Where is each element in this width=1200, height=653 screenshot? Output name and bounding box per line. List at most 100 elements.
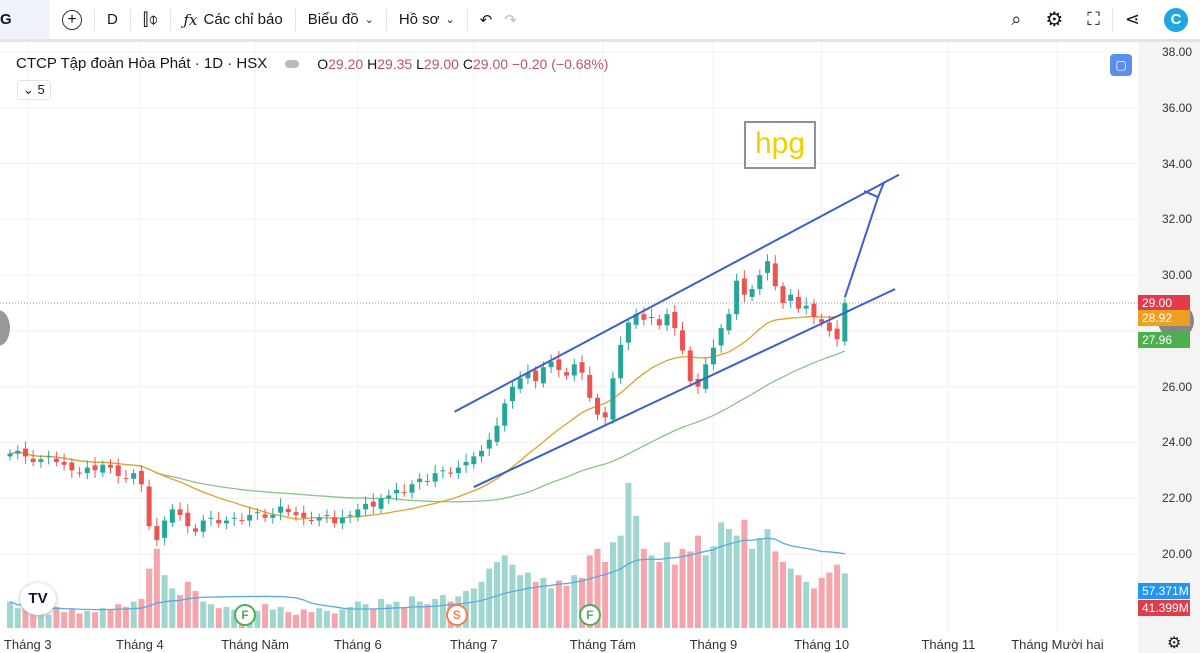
candle [401, 492, 407, 494]
candles-icon: ⫿⌽ [142, 9, 159, 29]
volume-bar [749, 548, 756, 628]
candle [324, 514, 330, 516]
candle [486, 439, 492, 449]
volume-bar [92, 612, 99, 628]
candle [262, 514, 268, 518]
volume-bar [517, 575, 524, 628]
price-tick: 30.00 [1161, 268, 1192, 283]
time-tick: Tháng Mười hai [1011, 637, 1104, 652]
redo-button[interactable]: ↷ [504, 0, 517, 39]
candle [533, 370, 539, 382]
candle [448, 472, 454, 474]
candle [734, 280, 740, 315]
fx-icon: ƒx [183, 10, 198, 29]
indicators-button[interactable]: ƒx Các chỉ báo [171, 0, 294, 39]
candle [100, 464, 106, 473]
profile-menu[interactable]: Hồ sơ ⌄ [387, 0, 467, 39]
share-button[interactable]: ⋖ [1113, 0, 1152, 39]
volume-bar [625, 482, 632, 628]
arrow-line [843, 196, 880, 298]
volume-bar [764, 529, 771, 628]
scroll-left-button[interactable] [0, 310, 10, 346]
object-tree-button[interactable]: ▢ [1110, 54, 1132, 76]
candle [363, 503, 369, 510]
candle [564, 372, 570, 376]
candle [803, 305, 809, 309]
fullscreen-icon: ⛶ [1087, 9, 1100, 29]
chart-menu[interactable]: Biểu đồ ⌄ [296, 0, 386, 39]
candle [61, 461, 67, 465]
volume-bar [679, 548, 686, 628]
volume-bar [741, 519, 748, 628]
axis-settings-icon[interactable]: ⚙ [1167, 635, 1182, 652]
candle [656, 319, 662, 326]
settings-button[interactable]: ⚙ [1033, 0, 1075, 39]
candle [208, 517, 214, 519]
volume-bar [169, 588, 176, 628]
volume-bar [53, 606, 60, 628]
price-tick: 34.00 [1161, 156, 1192, 171]
volume-bar [347, 606, 354, 628]
candle [185, 512, 191, 527]
candle [479, 450, 485, 457]
price-chart[interactable] [0, 42, 1138, 653]
candle [84, 467, 90, 474]
indicator-toggle[interactable]: ⌄ 5 [17, 80, 51, 100]
profile-menu-label: Hồ sơ [398, 11, 440, 28]
volume-bar [841, 573, 848, 628]
chart-type-button[interactable]: ⫿⌽ [131, 0, 171, 39]
hide-legend-icon[interactable] [285, 59, 300, 68]
volume-bar [285, 612, 292, 628]
volume-bar [370, 608, 377, 628]
volume-bar [146, 568, 153, 628]
candle [115, 465, 121, 476]
volume-bar [548, 588, 555, 628]
candle [301, 512, 307, 518]
candle [7, 453, 13, 457]
undo-button[interactable]: ↶ [468, 0, 505, 39]
volume-bar [223, 606, 230, 628]
event-marker[interactable]: F [578, 604, 601, 626]
price-badge-vol_ma: 57.371M [1138, 583, 1190, 599]
price-tick: 38.00 [1161, 45, 1192, 59]
candle [726, 314, 732, 331]
change-value: −0.20 (−0.68%) [511, 55, 609, 72]
candle [525, 372, 531, 379]
candle [293, 512, 299, 515]
candle [308, 519, 314, 521]
candle [826, 322, 832, 331]
volume-bar [408, 596, 415, 628]
app-logo: C [1152, 0, 1200, 39]
event-marker[interactable]: F [233, 604, 256, 626]
price-tick: 20.00 [1161, 547, 1192, 562]
volume-bar [834, 564, 841, 628]
undo-icon: ↶ [479, 11, 493, 29]
compare-button[interactable]: + [50, 0, 94, 39]
trend-line [473, 288, 896, 488]
volume-bar [184, 581, 191, 628]
candle [780, 286, 786, 304]
candle [749, 289, 755, 297]
interval-label: D [107, 11, 118, 28]
candle [633, 314, 639, 325]
volume-bar [7, 601, 13, 628]
candle [223, 520, 229, 524]
candle [247, 514, 253, 521]
candle [370, 501, 376, 507]
trend-line [454, 173, 900, 413]
candle [625, 322, 631, 343]
volume-bar [293, 614, 300, 628]
candle [440, 470, 446, 472]
candle [517, 378, 523, 389]
event-marker[interactable]: S [445, 604, 468, 626]
candle [270, 514, 276, 518]
candle [386, 495, 392, 499]
symbol-search[interactable]: G [0, 0, 50, 39]
fullscreen-button[interactable]: ⛶ [1075, 0, 1112, 39]
volume-bar [401, 606, 408, 628]
volume-bar [262, 604, 269, 628]
interval-button[interactable]: D [95, 0, 130, 39]
text-annotation[interactable]: hpg [744, 121, 816, 169]
quick-search-button[interactable]: ⌕ [999, 0, 1033, 39]
volume-bar [424, 604, 431, 628]
